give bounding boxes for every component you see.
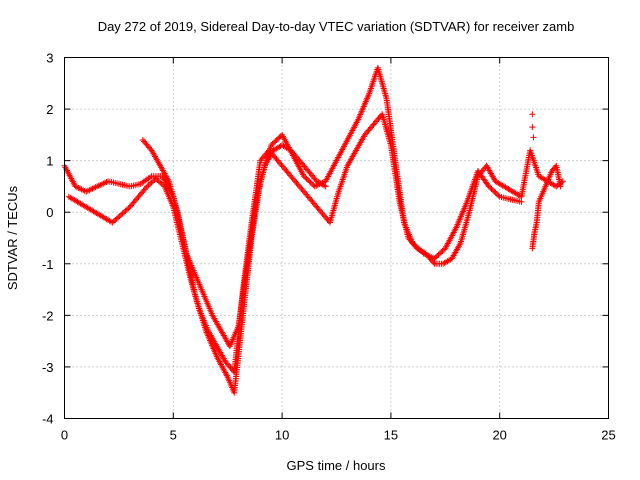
y-tick-label: 0 <box>46 205 53 220</box>
y-tick-label: -1 <box>42 257 54 272</box>
data-point-marker <box>276 134 283 141</box>
data-point-marker <box>148 179 155 186</box>
plot-frame <box>64 57 609 419</box>
data-point-marker <box>302 174 309 181</box>
data-point-marker <box>116 213 123 220</box>
data-point-marker <box>154 176 161 183</box>
y-tick-label: -4 <box>42 412 54 427</box>
data-point-marker <box>113 215 120 222</box>
data-point-marker <box>110 218 117 225</box>
data-point-marker <box>123 206 130 213</box>
data-point-marker <box>307 179 314 186</box>
data-point-marker <box>109 219 116 226</box>
data-point-marker <box>306 178 313 185</box>
data-point-marker <box>275 135 282 142</box>
data-point-marker <box>112 216 119 223</box>
data-point-marker <box>430 259 437 266</box>
data-point-marker <box>487 184 494 191</box>
data-point-marker <box>491 188 498 195</box>
data-point-marker <box>118 211 125 218</box>
x-axis-title: GPS time / hours <box>287 458 386 473</box>
y-tick-label: -2 <box>42 308 54 323</box>
data-point-marker <box>435 251 442 258</box>
data-point-marker <box>309 180 316 187</box>
data-point-marker <box>147 180 154 187</box>
y-axis-ticks: -4 -3 -2 -1 0 1 2 3 <box>42 51 609 427</box>
data-point-marker <box>436 250 443 257</box>
data-point-marker <box>125 205 132 212</box>
data-point-marker <box>158 180 165 187</box>
data-point-marker <box>147 145 154 152</box>
x-tick-label: 25 <box>601 428 615 443</box>
data-point-marker <box>300 173 307 180</box>
data-point-marker <box>303 175 310 182</box>
grid <box>64 57 609 419</box>
data-point-marker <box>269 140 276 147</box>
x-tick-label: 15 <box>384 428 398 443</box>
chart-title: Day 272 of 2019, Sidereal Day-to-day VTE… <box>98 19 575 34</box>
data-point-marker <box>557 183 564 190</box>
data-point-marker <box>438 249 445 256</box>
y-axis-title: SDTVAR / TECUs <box>5 185 20 290</box>
data-point-marker <box>304 176 311 183</box>
x-tick-label: 10 <box>275 428 289 443</box>
data-point-marker <box>122 207 129 214</box>
x-tick-label: 5 <box>170 428 177 443</box>
data-point-marker <box>489 187 496 194</box>
data-point-marker <box>495 192 502 199</box>
data-point-marker <box>145 182 152 189</box>
data-point-marker <box>149 178 156 185</box>
data-point-marker <box>160 182 167 189</box>
y-tick-label: 3 <box>46 51 53 66</box>
data-point-marker <box>268 142 275 149</box>
data-points <box>61 64 566 396</box>
data-point-marker <box>144 183 151 190</box>
data-point-marker <box>321 182 328 189</box>
data-point-marker <box>142 184 149 191</box>
data-point-marker <box>120 209 127 216</box>
data-point-marker <box>485 183 492 190</box>
data-point-marker <box>272 138 279 145</box>
data-point-marker <box>432 254 439 261</box>
data-point-marker <box>322 183 329 190</box>
data-point-marker <box>273 137 280 144</box>
x-tick-label: 0 <box>61 428 68 443</box>
y-tick-label: 2 <box>46 102 53 117</box>
y-tick-label: 1 <box>46 154 53 169</box>
data-point-marker <box>439 247 446 254</box>
y-tick-label: -3 <box>42 360 54 375</box>
data-point-marker <box>157 179 164 186</box>
data-point-marker <box>270 139 277 146</box>
data-point-marker <box>492 189 499 196</box>
data-point-marker <box>434 253 441 260</box>
data-point-marker <box>530 134 537 141</box>
data-point-marker <box>119 210 126 217</box>
data-point-marker <box>529 124 536 131</box>
data-point-marker <box>152 175 159 182</box>
data-point-marker <box>115 214 122 221</box>
data-point-marker <box>488 186 495 193</box>
data-point-marker <box>529 111 536 118</box>
data-point-marker <box>493 191 500 198</box>
data-point-marker <box>155 178 162 185</box>
x-tick-label: 20 <box>492 428 506 443</box>
data-point-marker <box>518 198 525 205</box>
